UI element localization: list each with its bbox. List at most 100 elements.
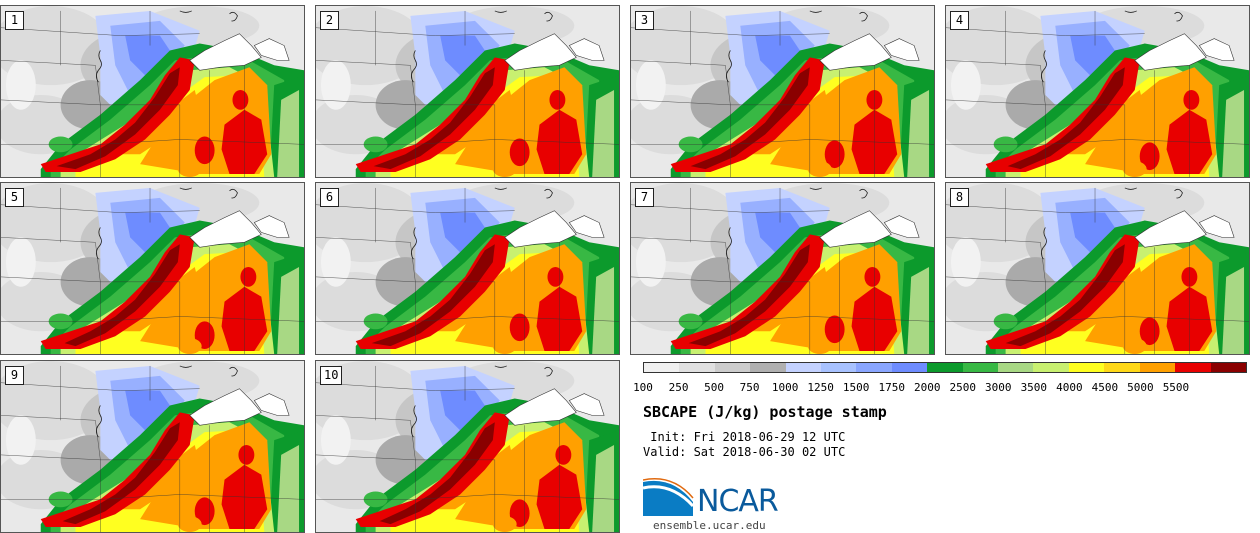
colorbar-tick-label: 4000 (1056, 381, 1083, 394)
map-boundary (179, 10, 192, 13)
map-boundary (1, 27, 200, 36)
map-boundary (1174, 11, 1183, 22)
ncar-logo-text: NCAR (697, 484, 779, 519)
cape-contour (755, 212, 800, 253)
colorbar-segment (714, 363, 751, 372)
cape-contour (755, 35, 800, 76)
cape-map (316, 361, 619, 532)
member-label: 2 (320, 11, 339, 30)
map-boundary (839, 242, 875, 354)
map-boundary (809, 187, 822, 190)
member-label: 6 (320, 188, 339, 207)
colorbar-tick-label: 250 (668, 381, 689, 394)
colorbar-segment (1068, 363, 1105, 372)
colorbar-segment (962, 363, 999, 372)
cape-contour (379, 422, 495, 525)
cape-contour (907, 90, 930, 177)
member-panel-1[interactable]: 1 (0, 5, 305, 178)
member-panel-6[interactable]: 6 (315, 182, 620, 355)
map-boundary (859, 11, 868, 22)
cape-contour (1005, 244, 1125, 347)
member-panel-4[interactable]: 4 (945, 5, 1250, 178)
map-boundary (1, 415, 101, 461)
map-boundary (229, 188, 238, 199)
map-boundary (946, 316, 1249, 322)
cape-map (316, 183, 619, 354)
map-boundary (209, 65, 245, 177)
map-boundary (631, 139, 934, 145)
cape-cell (950, 237, 981, 287)
colorbar-segment (821, 363, 857, 372)
cape-cell (177, 161, 202, 177)
cape-cell (864, 267, 881, 287)
map-boundary (375, 365, 496, 532)
cape-contour (568, 215, 605, 238)
map-boundary (494, 10, 507, 13)
map-boundary (1040, 50, 1047, 83)
cape-cell (492, 161, 517, 177)
member-label: 10 (320, 366, 343, 385)
cape-cell (950, 60, 981, 110)
cape-contour (504, 210, 577, 248)
cape-cell (1122, 161, 1147, 177)
member-panel-2[interactable]: 2 (315, 5, 620, 178)
init-time: Init: Fri 2018-06-29 12 UTC (643, 430, 846, 444)
member-panel-3[interactable]: 3 (630, 5, 935, 178)
member-panel-7[interactable]: 7 (630, 182, 935, 355)
map-boundary (1005, 187, 1126, 354)
cape-contour (819, 33, 892, 71)
cape-contour (1222, 267, 1245, 354)
cape-contour (819, 210, 892, 248)
cape-cell (492, 338, 517, 354)
cape-contour (440, 212, 485, 253)
cape-cell (635, 237, 666, 287)
cape-contour (189, 210, 262, 248)
cape-cell (1183, 90, 1200, 110)
map-boundary (946, 60, 1046, 106)
map-boundary (1040, 227, 1047, 260)
map-boundary (410, 227, 417, 260)
member-panel-8[interactable]: 8 (945, 182, 1250, 355)
site-url: ensemble.ucar.edu (653, 519, 766, 532)
map-boundary (1124, 10, 1137, 13)
map-boundary (494, 187, 507, 190)
cape-map (1, 183, 304, 354)
map-boundary (524, 65, 560, 177)
map-boundary (410, 50, 417, 83)
cape-map (946, 6, 1249, 177)
cape-cell (635, 60, 666, 110)
member-panel-9[interactable]: 9 (0, 360, 305, 533)
map-boundary (631, 316, 934, 322)
colorbar-tick-label: 1750 (878, 381, 905, 394)
map-boundary (229, 11, 238, 22)
cape-cell (238, 445, 255, 465)
map-boundary (544, 11, 553, 22)
map-boundary (631, 60, 731, 106)
cape-contour (64, 244, 180, 347)
map-boundary (375, 10, 496, 177)
map-boundary (1, 316, 304, 322)
cape-contour (125, 212, 170, 253)
cape-contour (1007, 67, 1125, 170)
cape-contour (1134, 210, 1207, 248)
map-boundary (1, 237, 101, 283)
colorbar-tick-label: 100 (633, 381, 653, 394)
map-boundary (316, 139, 619, 145)
colorbar-segment (679, 363, 715, 372)
map-boundary (1, 204, 200, 213)
cape-contour (62, 422, 180, 525)
map-boundary (60, 365, 181, 532)
cape-contour (371, 244, 495, 347)
cape-contour (189, 33, 262, 71)
map-boundary (631, 204, 830, 213)
map-boundary (316, 60, 416, 106)
cape-contour (504, 388, 577, 426)
colorbar-tick-label: 5000 (1127, 381, 1154, 394)
cape-cell (492, 516, 517, 532)
map-boundary (631, 27, 830, 36)
member-panel-5[interactable]: 5 (0, 182, 305, 355)
cape-contour (1198, 38, 1235, 61)
member-panel-10[interactable]: 10 (315, 360, 620, 533)
colorbar-tick-label: 2000 (913, 381, 941, 394)
cape-map (631, 183, 934, 354)
